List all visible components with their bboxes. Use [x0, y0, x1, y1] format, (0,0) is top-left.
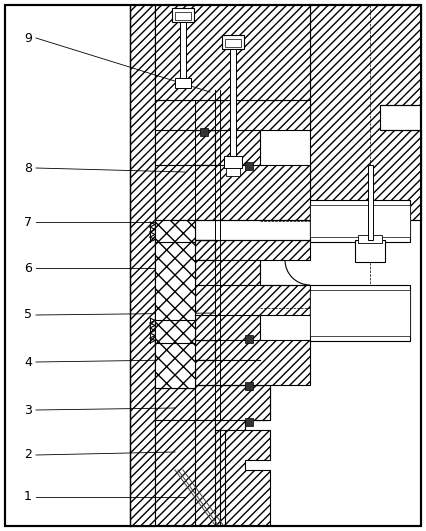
Bar	[310, 285, 410, 341]
Bar	[230, 49, 236, 169]
Bar	[175, 12, 191, 20]
Text: 6: 6	[24, 261, 32, 275]
Bar	[310, 205, 410, 237]
Text: 9: 9	[24, 31, 32, 45]
Text: 5: 5	[24, 309, 32, 321]
Bar	[222, 35, 244, 49]
Bar	[310, 200, 410, 242]
Text: 4: 4	[24, 355, 32, 369]
Polygon shape	[155, 100, 310, 220]
Polygon shape	[195, 240, 310, 385]
Polygon shape	[155, 385, 270, 525]
Bar	[226, 168, 240, 176]
Text: 2: 2	[24, 449, 32, 461]
Bar	[358, 235, 382, 243]
Bar	[225, 39, 241, 47]
Polygon shape	[310, 5, 421, 240]
Polygon shape	[155, 385, 270, 430]
Text: 7: 7	[24, 216, 32, 228]
Bar	[368, 165, 373, 240]
Bar	[355, 240, 385, 262]
Bar	[155, 220, 195, 242]
Polygon shape	[155, 5, 215, 420]
Bar	[224, 156, 242, 168]
Bar	[155, 240, 195, 320]
Bar	[175, 78, 191, 88]
Text: 1: 1	[24, 491, 32, 503]
Bar	[245, 418, 253, 426]
Bar	[172, 8, 194, 22]
Bar	[245, 382, 253, 390]
Bar	[245, 335, 253, 343]
Bar	[245, 162, 253, 170]
Bar	[155, 340, 195, 388]
Bar	[310, 290, 410, 336]
Polygon shape	[155, 5, 310, 100]
Bar	[130, 5, 155, 526]
Bar	[180, 22, 186, 87]
Bar	[155, 318, 195, 343]
Text: 3: 3	[24, 404, 32, 416]
Bar	[200, 128, 208, 136]
Text: 8: 8	[24, 161, 32, 175]
